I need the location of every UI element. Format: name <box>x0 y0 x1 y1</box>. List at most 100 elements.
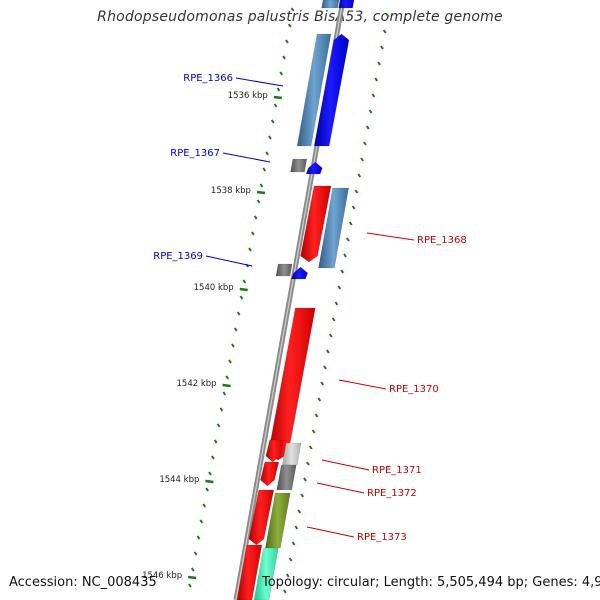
gc-dot-right <box>326 349 330 354</box>
gc-dot-right <box>363 141 367 146</box>
gc-dot-right <box>294 525 299 530</box>
gc-dot-right <box>283 589 287 594</box>
gene-leader-line <box>321 459 370 471</box>
gc-dot-left <box>205 487 209 492</box>
accession-text: Accession: NC_008435 <box>9 575 157 590</box>
gene-label: RPE_1370 <box>389 384 439 395</box>
gc-dot-left <box>202 503 207 508</box>
gc-dot-left <box>199 519 204 524</box>
gc-dot-right <box>354 189 359 194</box>
cog-block <box>265 492 291 549</box>
forward-cds-arrow <box>248 489 275 546</box>
gc-dot-right <box>331 317 336 322</box>
gc-dot-right <box>351 205 356 210</box>
gc-dot-left <box>188 583 192 588</box>
tick-label: 1538 kbp <box>211 186 251 196</box>
gc-dot-left <box>242 279 247 284</box>
gc-dot-right <box>288 557 293 562</box>
gc-dot-right <box>308 445 313 450</box>
forward-cds-arrow <box>300 185 332 263</box>
gene-label: RPE_1369 <box>153 251 203 262</box>
cog-block <box>275 263 293 277</box>
gene-leader-line <box>316 482 365 494</box>
forward-cds-arrow <box>265 439 285 463</box>
gc-dot-right <box>340 269 344 274</box>
forward-cds-arrow <box>260 461 280 487</box>
gc-dot-left <box>268 135 272 140</box>
tick-label: 1544 kbp <box>159 475 199 485</box>
reverse-cds-arrow <box>338 0 355 9</box>
gc-dot-left <box>190 567 195 572</box>
gc-dot-right <box>380 45 384 50</box>
gc-dot-right <box>371 93 376 98</box>
gc-dot-left <box>219 407 224 412</box>
gc-dot-left <box>196 535 201 540</box>
cog-block <box>253 547 279 600</box>
gc-dot-left <box>287 23 292 28</box>
gene-leader-line <box>366 232 415 241</box>
forward-cds-arrow <box>236 544 263 600</box>
gc-dot-right <box>300 493 304 498</box>
gc-dot-right <box>377 61 381 66</box>
gc-dot-left <box>231 343 235 348</box>
gc-dot-left <box>225 375 230 380</box>
gene-leader-line <box>222 152 271 163</box>
gc-dot-right <box>323 365 327 370</box>
cog-block <box>290 158 308 173</box>
gc-dot-right <box>306 461 310 466</box>
gc-dot-left <box>290 7 295 12</box>
gene-leader-line <box>205 255 253 267</box>
gc-dot-right <box>357 173 362 178</box>
gc-dot-right <box>368 109 373 114</box>
gc-dot-right <box>320 381 325 386</box>
tick-mark <box>187 575 197 580</box>
gc-dot-right <box>385 13 390 18</box>
tick-mark <box>222 383 231 388</box>
genome-summary-text: Topology: circular; Length: 5,505,494 bp… <box>262 575 600 590</box>
gc-dot-left <box>270 119 275 124</box>
feature-layer <box>236 0 355 600</box>
backbone-layer <box>187 0 390 600</box>
gc-dot-right <box>346 237 350 242</box>
gc-dot-right <box>348 221 353 226</box>
gc-dot-left <box>211 455 215 460</box>
map-title: Rhodopseudomonas palustris BisA53, compl… <box>97 9 503 25</box>
gc-dot-right <box>343 253 347 258</box>
tick-label: 1546 kbp <box>142 571 182 581</box>
gc-dot-right <box>365 125 370 130</box>
cog-block <box>318 187 349 269</box>
gc-dot-right <box>374 77 379 82</box>
gene-leader-line <box>306 526 355 538</box>
label-layer: 1536 kbp 1538 kbp 1540 kbp 1542 kbp 1544 kbp… <box>142 73 467 581</box>
cog-block <box>321 0 340 9</box>
reverse-cds-arrow <box>305 161 323 175</box>
gene-label: RPE_1366 <box>183 73 233 84</box>
gene-leader-line <box>235 77 284 87</box>
gc-dot-left <box>213 439 218 444</box>
gc-dot-left <box>236 311 241 316</box>
gc-dot-right <box>382 29 387 34</box>
gc-dot-left <box>208 471 212 476</box>
cog-block <box>296 33 332 147</box>
gc-dot-left <box>285 39 289 44</box>
tick-label: 1542 kbp <box>177 379 217 389</box>
gc-dot-right <box>317 397 322 402</box>
tick-mark <box>205 479 214 484</box>
gc-dot-left <box>248 247 252 252</box>
gc-dot-left <box>256 199 261 204</box>
gene-label: RPE_1371 <box>372 465 422 476</box>
gc-dot-left <box>259 183 264 188</box>
gc-dot-left <box>276 87 281 92</box>
gene-label: RPE_1372 <box>367 488 417 499</box>
tick-mark <box>239 287 248 292</box>
gc-dot-left <box>251 231 255 236</box>
gc-dot-left <box>279 71 284 76</box>
gc-dot-right <box>314 413 319 418</box>
cog-block <box>281 442 302 466</box>
tick-label: 1540 kbp <box>194 283 234 293</box>
gc-dot-left <box>282 55 286 60</box>
gc-dot-right <box>328 333 333 338</box>
gc-dot-right <box>360 157 364 162</box>
gc-dot-right <box>303 477 307 482</box>
